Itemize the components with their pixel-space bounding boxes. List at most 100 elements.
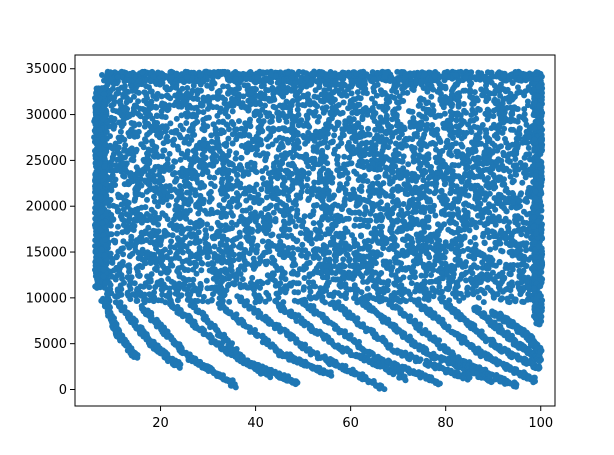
scatter-point-4381 <box>287 216 294 223</box>
scatter-point-1884 <box>358 289 365 296</box>
scatter-point-4465 <box>474 124 481 131</box>
scatter-point-1932 <box>516 125 523 132</box>
scatter-point-4748 <box>349 144 356 151</box>
scatter-point-2689 <box>269 231 276 238</box>
scatter-point-1736 <box>255 222 262 229</box>
scatter-point-4771 <box>166 285 173 292</box>
scatter-point-994 <box>353 216 359 223</box>
scatter-point-4545 <box>133 298 140 304</box>
scatter-point-4204 <box>393 295 400 302</box>
scatter-point-1303 <box>475 294 482 301</box>
scatter-point-4801 <box>193 262 199 269</box>
scatter-point-4981 <box>359 114 366 121</box>
scatter-point-4311 <box>193 144 200 151</box>
scatter-point-4754 <box>356 200 363 206</box>
scatter-point-4693 <box>117 128 124 135</box>
scatter-point-3277 <box>119 259 126 265</box>
scatter-point-1404 <box>417 162 424 169</box>
scatter-point-3636 <box>287 100 294 107</box>
scatter-point-4960 <box>197 248 204 255</box>
scatter-point-2011 <box>130 120 137 127</box>
scatter-point-4736 <box>181 285 188 292</box>
scatter-point-4392 <box>295 168 302 175</box>
scatter-point-4010 <box>416 96 423 103</box>
scatter-point-3043 <box>226 159 233 166</box>
scatter-point-4112 <box>305 129 312 136</box>
scatter-point-3922 <box>463 129 470 136</box>
scatter-point-3920 <box>132 195 139 202</box>
scatter-point-4782 <box>503 208 510 215</box>
scatter-point-4114 <box>373 231 379 238</box>
scatter-point-2533 <box>420 177 427 184</box>
scatter-point-3339 <box>352 291 359 298</box>
scatter-point-3557 <box>247 123 254 130</box>
scatter-point-4263 <box>479 122 486 128</box>
scatter-point-4614 <box>454 110 461 117</box>
scatter-point-4722 <box>220 165 227 172</box>
scatter-point-4238 <box>230 257 237 264</box>
scatter-point-4480 <box>446 281 453 288</box>
scatter-point-4898 <box>224 182 231 189</box>
scatter-point-4767 <box>513 248 520 255</box>
scatter-point-3898 <box>363 139 370 146</box>
scatter-point-2763 <box>408 280 415 287</box>
scatter-point-3163 <box>268 273 275 280</box>
scatter-point-4041 <box>238 155 245 161</box>
scatter-point-3064 <box>140 144 147 151</box>
scatter-point-4685 <box>423 115 430 122</box>
scatter-point-4833 <box>438 223 445 230</box>
scatter-point-4149 <box>176 132 183 138</box>
scatter-point-4820 <box>525 284 532 291</box>
scatter-point-3078 <box>234 203 241 210</box>
scatter-point-4506 <box>428 180 435 187</box>
scatter-point-905 <box>167 243 174 250</box>
scatter-point-4259 <box>304 229 311 236</box>
scatter-point-4391 <box>486 190 493 197</box>
scatter-point-3575 <box>229 212 236 219</box>
scatter-point-4928 <box>390 233 397 240</box>
scatter-point-1982 <box>177 122 184 129</box>
scatter-point-3414 <box>143 92 150 99</box>
scatter-point-4383 <box>315 141 322 148</box>
scatter-point-3829 <box>317 160 324 167</box>
scatter-point-4603 <box>128 242 135 248</box>
scatter-point-2524 <box>467 239 474 245</box>
scatter-point-4720 <box>525 102 531 109</box>
scatter-point-3683 <box>507 271 514 278</box>
scatter-point-4147 <box>202 123 208 130</box>
scatter-point-4974 <box>171 170 178 176</box>
scatter-point-4904 <box>234 172 241 179</box>
scatter-point-4737 <box>189 123 196 130</box>
scatter-point-3988 <box>226 253 232 260</box>
scatter-point-4956 <box>285 196 292 203</box>
scatter-point-4964 <box>357 253 364 260</box>
scatter-point-3430 <box>355 162 362 169</box>
scatter-point-3180 <box>276 233 282 240</box>
scatter-point-3812 <box>282 225 289 232</box>
scatter-point-4397 <box>120 222 127 228</box>
scatter-point-4658 <box>177 243 184 249</box>
scatter-point-3934 <box>508 293 515 300</box>
scatter-point-3986 <box>360 177 367 184</box>
scatter-point-4747 <box>247 205 254 212</box>
scatter-point-1772 <box>305 197 312 203</box>
scatter-point-4161 <box>364 217 371 224</box>
scatter-point-4889 <box>494 135 501 142</box>
scatter-point-4530 <box>162 212 169 219</box>
scatter-point-3134 <box>319 105 326 112</box>
scatter-point-3439 <box>319 216 325 223</box>
scatter-point-4520 <box>449 168 456 174</box>
scatter-point-2586 <box>247 116 253 123</box>
scatter-point-4555 <box>188 104 195 111</box>
scatter-point-537 <box>519 179 526 186</box>
scatter-point-4650 <box>434 231 441 238</box>
scatter-point-4347 <box>503 234 510 241</box>
scatter-point-4673 <box>455 94 461 101</box>
scatter-point-4011 <box>221 141 228 148</box>
scatter-point-319 <box>301 213 308 220</box>
scatter-point-4407 <box>223 259 230 265</box>
scatter-point-3818 <box>334 156 340 163</box>
scatter-point-3256 <box>204 210 210 217</box>
scatter-point-4750 <box>155 248 162 255</box>
scatter-point-3952 <box>131 216 138 223</box>
